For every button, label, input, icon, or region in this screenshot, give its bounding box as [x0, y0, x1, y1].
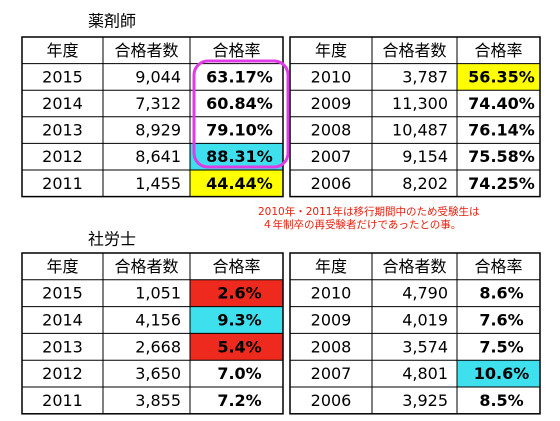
table-cell: 2015: [42, 67, 83, 86]
table-cell: 1,051: [135, 284, 181, 303]
table-cell: 2006: [311, 391, 352, 410]
table-cell: 63.17%: [206, 67, 273, 86]
table-cell: 3,787: [402, 67, 448, 86]
table-frame: [289, 252, 541, 415]
table-frame: [21, 252, 284, 415]
table-cell: 2012: [42, 147, 83, 166]
emphasis-outline: [192, 59, 290, 169]
table-cell: 8,202: [402, 174, 448, 193]
table-cell: 2006: [311, 174, 352, 193]
table-cell: 2008: [311, 337, 352, 356]
table-frame: [289, 36, 541, 198]
table-cell: 2007: [311, 147, 352, 166]
table-cell: 79.10%: [206, 121, 273, 140]
table-cell: 74.40%: [468, 94, 535, 113]
table-cell: 7.5%: [479, 337, 523, 356]
table-cell: 8,641: [135, 147, 181, 166]
table-cell: 2012: [42, 364, 83, 383]
header-cell: 合格者数: [114, 257, 178, 276]
cell-highlight: [457, 63, 540, 91]
header-cell: 年度: [46, 41, 78, 60]
table-cell: 2011: [42, 174, 83, 193]
cell-highlight: [190, 170, 283, 197]
table-cell: 3,650: [135, 364, 181, 383]
header-cell: 合格率: [212, 257, 260, 276]
table-cell: 75.58%: [468, 147, 535, 166]
table-frame: [21, 36, 284, 198]
section-title: 社労士: [88, 230, 136, 249]
table-cell: 2014: [42, 311, 83, 330]
cell-highlight: [190, 333, 283, 361]
table-cell: 56.35%: [468, 67, 535, 86]
table-cell: 4,019: [402, 311, 448, 330]
table-cell: 10.6%: [474, 364, 530, 383]
table-cell: 7.2%: [217, 391, 261, 410]
table-cell: 8,929: [135, 121, 181, 140]
table-cell: 11,300: [392, 94, 448, 113]
table-cell: 8.5%: [479, 391, 523, 410]
table-cell: 76.14%: [468, 121, 535, 140]
table-cell: 2013: [42, 337, 83, 356]
table-cell: 2.6%: [217, 284, 261, 303]
table-cell: 4,801: [402, 364, 448, 383]
table-cell: 7.0%: [217, 364, 261, 383]
table-cell: 9,154: [402, 147, 448, 166]
header-cell: 合格率: [474, 257, 522, 276]
table-cell: 2009: [311, 94, 352, 113]
table-cell: 3,855: [135, 391, 181, 410]
table-cell: 2015: [42, 284, 83, 303]
table-cell: 8.6%: [479, 284, 523, 303]
table-cell: 2,668: [135, 337, 181, 356]
header-cell: 年度: [315, 257, 347, 276]
table-cell: 5.4%: [217, 337, 261, 356]
table-cell: 3,925: [402, 391, 448, 410]
note-line: ４年制卒の再受験者だけであったとの事。: [262, 218, 461, 231]
table-cell: 60.84%: [206, 94, 273, 113]
header-cell: 合格者数: [382, 41, 446, 60]
header-cell: 合格者数: [382, 257, 446, 276]
header-cell: 合格率: [212, 41, 260, 60]
table-cell: 2011: [42, 391, 83, 410]
table-cell: 2014: [42, 94, 83, 113]
table-cell: 88.31%: [206, 147, 273, 166]
table-cell: 4,790: [402, 284, 448, 303]
note-line: 2010年・2011年は移行期間中のため受験生は: [258, 205, 479, 218]
table-cell: 10,487: [392, 121, 448, 140]
table-cell: 2010: [311, 284, 352, 303]
section-title: 薬剤師: [88, 12, 136, 31]
table-cell: 2008: [311, 121, 352, 140]
header-cell: 合格者数: [114, 41, 178, 60]
table-cell: 1,455: [135, 174, 181, 193]
table-cell: 2009: [311, 311, 352, 330]
table-cell: 7.6%: [479, 311, 523, 330]
table-cell: 9,044: [135, 67, 181, 86]
header-cell: 年度: [46, 257, 78, 276]
header-cell: 年度: [315, 41, 347, 60]
table-cell: 2013: [42, 121, 83, 140]
header-cell: 合格率: [474, 41, 522, 60]
cell-highlight: [457, 360, 540, 387]
table-cell: 44.44%: [206, 174, 273, 193]
cell-highlight: [190, 279, 283, 307]
cell-highlight: [190, 306, 283, 334]
table-cell: 4,156: [135, 311, 181, 330]
table-cell: 3,574: [402, 337, 448, 356]
table-cell: 7,312: [135, 94, 181, 113]
table-cell: 2007: [311, 364, 352, 383]
table-cell: 2010: [311, 67, 352, 86]
table-cell: 9.3%: [217, 311, 261, 330]
table-cell: 74.25%: [468, 174, 535, 193]
